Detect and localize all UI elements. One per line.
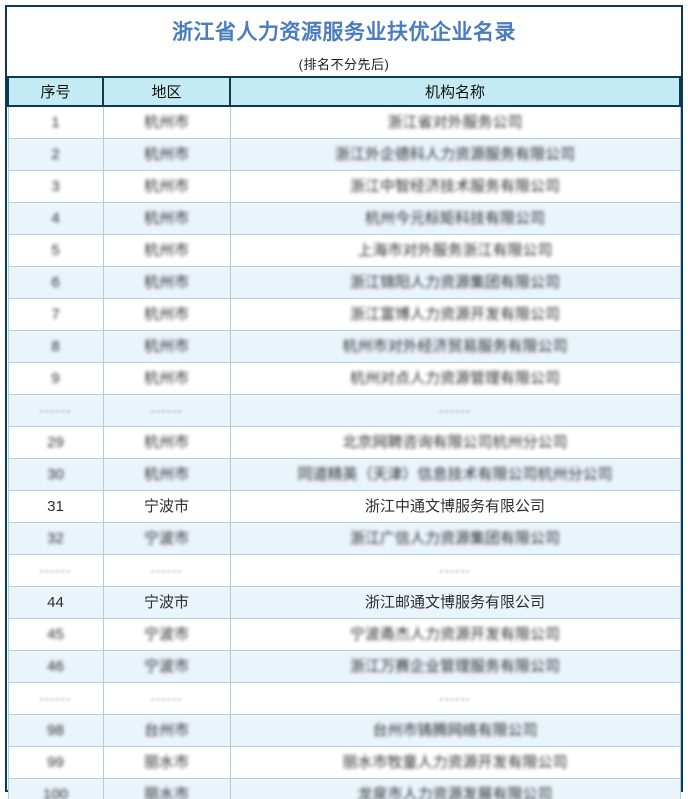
table-row: 32 宁波市 浙江广信人力资源集团有限公司 [7, 522, 681, 555]
row-region: ------ [150, 563, 183, 578]
row-region: 宁波市 [143, 594, 189, 611]
table-header-row: 序号 地区 机构名称 [7, 76, 681, 107]
row-no: 30 [47, 466, 64, 483]
row-no: 32 [47, 530, 64, 547]
row-region: 杭州市 [143, 306, 189, 323]
row-region: 宁波市 [143, 626, 189, 643]
column-header-name: 机构名称 [229, 76, 681, 107]
table-row: 8 杭州市 杭州市对外经济贸易服务有限公司 [7, 330, 681, 363]
table-row: 2 杭州市 浙江外企德科人力资源服务有限公司 [7, 138, 681, 171]
table-row: 6 杭州市 浙江锦阳人力资源集团有限公司 [7, 266, 681, 299]
table-row: 5 杭州市 上海市对外服务浙江有限公司 [7, 234, 681, 267]
row-no: ------ [39, 691, 72, 706]
table-row: ------ ------ ------ [7, 554, 681, 587]
row-no: ------ [39, 563, 72, 578]
row-no: 9 [51, 370, 60, 387]
row-no: 99 [47, 754, 64, 771]
table-row: 98 台州市 台州市铸腾网络有限公司 [7, 714, 681, 747]
row-name: 龙泉市人力资源发展有限公司 [357, 786, 553, 799]
row-name: 浙江省对外服务公司 [387, 114, 523, 131]
row-name: 杭州今元标矩科技有限公司 [364, 210, 545, 227]
row-name: 浙江万赛企业管理服务有限公司 [349, 658, 560, 675]
table-row: 31 宁波市 浙江中通文博服务有限公司 [7, 490, 681, 523]
row-region: 杭州市 [143, 178, 189, 195]
row-no: 5 [51, 242, 60, 259]
row-no: 31 [47, 498, 64, 515]
table-row: 9 杭州市 杭州对点人力资源管理有限公司 [7, 362, 681, 395]
row-no: 7 [51, 306, 60, 323]
table-row: 46 宁波市 浙江万赛企业管理服务有限公司 [7, 650, 681, 683]
row-no: 45 [47, 626, 64, 643]
row-no: 100 [42, 786, 69, 799]
row-region: 杭州市 [143, 338, 189, 355]
row-region: 杭州市 [143, 114, 189, 131]
row-region: 杭州市 [143, 466, 189, 483]
table-row: 100 丽水市 龙泉市人力资源发展有限公司 [7, 778, 681, 799]
row-region: 杭州市 [143, 434, 189, 451]
row-no: ------ [39, 403, 72, 418]
document-frame: 浙江省人力资源服务业扶优企业名录 (排名不分先后) 序号 地区 机构名称 1 杭… [5, 5, 683, 799]
row-name: 杭州市对外经济贸易服务有限公司 [342, 338, 568, 355]
row-no: 8 [51, 338, 60, 355]
row-name: 丽水市牧童人力资源开发有限公司 [342, 754, 568, 771]
row-no: 98 [47, 722, 64, 739]
row-name: 台州市铸腾网络有限公司 [372, 722, 538, 739]
row-region: 杭州市 [143, 210, 189, 227]
row-name: 杭州对点人力资源管理有限公司 [349, 370, 560, 387]
row-name: 浙江广信人力资源集团有限公司 [349, 530, 560, 547]
row-name: 北京网聘咨询有限公司杭州分公司 [342, 434, 568, 451]
row-no: 2 [51, 146, 60, 163]
row-name: 浙江中通文博服务有限公司 [364, 498, 545, 515]
row-region: 丽水市 [143, 754, 189, 771]
table-row: 7 杭州市 浙江富博人力资源开发有限公司 [7, 298, 681, 331]
row-region: 丽水市 [143, 786, 189, 799]
row-no: 4 [51, 210, 60, 227]
row-no: 3 [51, 178, 60, 195]
row-region: 台州市 [143, 722, 189, 739]
row-region: 宁波市 [143, 498, 189, 515]
row-no: 46 [47, 658, 64, 675]
table-row: 29 杭州市 北京网聘咨询有限公司杭州分公司 [7, 426, 681, 459]
table-row: 3 杭州市 浙江中智经济技术服务有限公司 [7, 170, 681, 203]
table-row: 1 杭州市 浙江省对外服务公司 [7, 105, 681, 139]
row-region: 宁波市 [143, 530, 189, 547]
row-name: 上海市对外服务浙江有限公司 [357, 242, 553, 259]
row-region: 杭州市 [143, 146, 189, 163]
table-row: 30 杭州市 同道精英（天津）信息技术有限公司杭州分公司 [7, 458, 681, 491]
table-row: 99 丽水市 丽水市牧童人力资源开发有限公司 [7, 746, 681, 779]
row-name: 同道精英（天津）信息技术有限公司杭州分公司 [297, 466, 613, 483]
row-name: ------ [439, 403, 471, 418]
table-body: 1 杭州市 浙江省对外服务公司 2 杭州市 浙江外企德科人力资源服务有限公司 3… [7, 105, 681, 799]
row-region: ------ [150, 691, 183, 706]
row-no: 44 [47, 594, 64, 611]
row-no: 29 [47, 434, 64, 451]
row-name: 宁波甬杰人力资源开发有限公司 [349, 626, 560, 643]
page-title: 浙江省人力资源服务业扶优企业名录 [172, 21, 516, 44]
table-row: ------ ------ ------ [7, 394, 681, 427]
table-row: 45 宁波市 宁波甬杰人力资源开发有限公司 [7, 618, 681, 651]
table-row: ------ ------ ------ [7, 682, 681, 715]
column-header-no: 序号 [7, 76, 104, 107]
row-name: 浙江外企德科人力资源服务有限公司 [334, 146, 575, 163]
row-name: ------ [439, 691, 471, 706]
row-region: ------ [150, 403, 183, 418]
table-row: 4 杭州市 杭州今元标矩科技有限公司 [7, 202, 681, 235]
row-name: 浙江锦阳人力资源集团有限公司 [349, 274, 560, 291]
row-region: 杭州市 [143, 370, 189, 387]
row-no: 6 [51, 274, 60, 291]
row-name: 浙江邮通文博服务有限公司 [364, 594, 545, 611]
column-header-region: 地区 [102, 76, 231, 107]
row-name: ------ [439, 563, 471, 578]
row-name: 浙江富博人力资源开发有限公司 [349, 306, 560, 323]
row-no: 1 [51, 114, 60, 131]
title-area: 浙江省人力资源服务业扶优企业名录 (排名不分先后) [7, 7, 681, 76]
page-subtitle: (排名不分先后) [298, 57, 390, 73]
row-region: 杭州市 [143, 274, 189, 291]
row-name: 浙江中智经济技术服务有限公司 [349, 178, 560, 195]
row-region: 宁波市 [143, 658, 189, 675]
enterprise-table: 序号 地区 机构名称 1 杭州市 浙江省对外服务公司 2 杭州市 浙江外企德科人… [7, 76, 681, 799]
table-row: 44 宁波市 浙江邮通文博服务有限公司 [7, 586, 681, 619]
row-region: 杭州市 [143, 242, 189, 259]
